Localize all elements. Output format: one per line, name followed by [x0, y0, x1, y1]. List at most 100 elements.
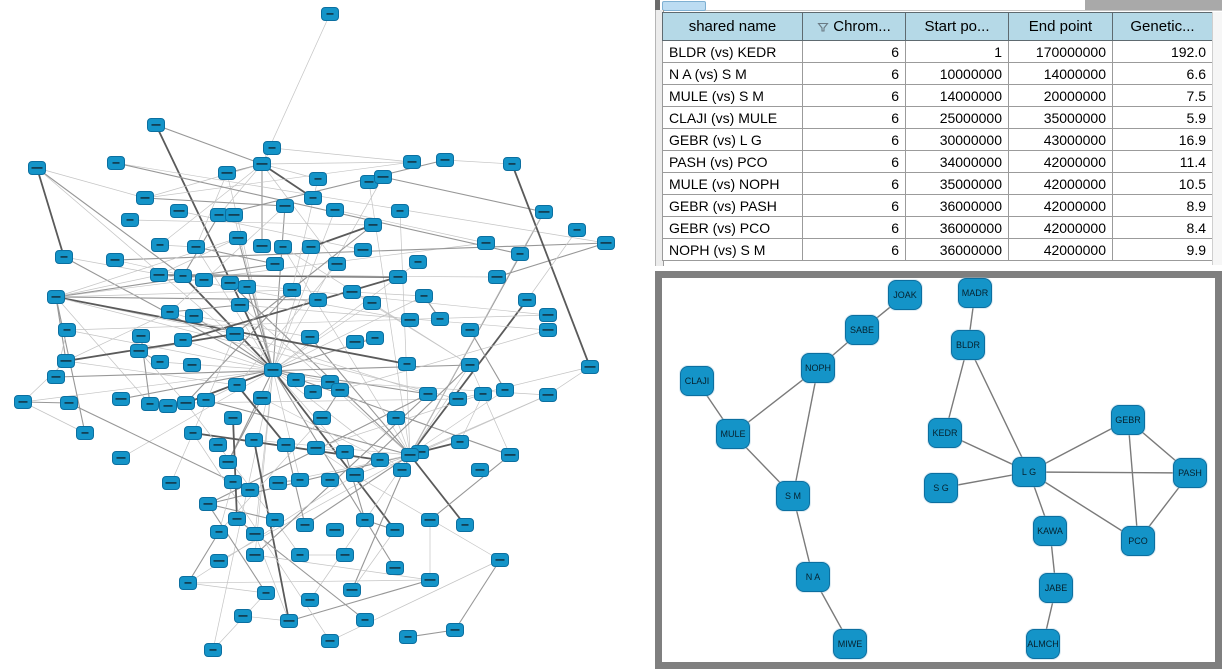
cell-shared-name[interactable]: GEBR (vs) PASH	[662, 194, 803, 217]
table-cell[interactable]: 6	[802, 194, 906, 217]
table-cell[interactable]: 6	[802, 172, 906, 195]
table-cell[interactable]: 8.4	[1112, 216, 1213, 239]
table-cell[interactable]: 6	[802, 84, 906, 107]
table-row[interactable]: PASH (vs) PCO 6 34000000 42000000 11.4	[662, 150, 1213, 173]
network-node-madr[interactable]: MADR	[958, 278, 992, 308]
table-cell[interactable]: 42000000	[1008, 172, 1113, 195]
table-cell[interactable]: 9.9	[1112, 238, 1213, 261]
table-cell[interactable]: 36000000	[905, 194, 1009, 217]
table-cell[interactable]: 35000000	[1008, 106, 1113, 129]
network-node-kedr[interactable]: KEDR	[928, 418, 962, 448]
network-node-bldr[interactable]: BLDR	[951, 330, 985, 360]
table-row[interactable]: MULE (vs) NOPH 6 35000000 42000000 10.5	[662, 172, 1213, 195]
column-header-chromosome[interactable]: Chrom...	[802, 12, 906, 41]
table-cell[interactable]: 1	[905, 40, 1009, 63]
table-row[interactable]: GEBR (vs) L G 6 30000000 43000000 16.9	[662, 128, 1213, 151]
table-cell[interactable]: 25000000	[905, 106, 1009, 129]
column-header-end-point[interactable]: End point	[1008, 12, 1113, 41]
table-cell[interactable]: 11.4	[1112, 150, 1213, 173]
table-cell[interactable]: 14000000	[905, 84, 1009, 107]
column-header-shared-name[interactable]: shared name	[662, 12, 803, 41]
vertical-scrollbar-track[interactable]	[1212, 12, 1222, 265]
column-header-genetic[interactable]: Genetic...	[1112, 12, 1213, 41]
network-node-s-g[interactable]: S G	[924, 473, 958, 503]
table-cell[interactable]: 20000000	[1008, 84, 1113, 107]
table-cell[interactable]: 14000000	[1008, 62, 1113, 85]
cell-shared-name[interactable]: CLAJI (vs) MULE	[662, 106, 803, 129]
overview-network-canvas[interactable]	[0, 0, 652, 669]
table-cell[interactable]: 7.5	[1112, 84, 1213, 107]
table-row[interactable]: N A (vs) S M 6 10000000 14000000 6.6	[662, 62, 1213, 85]
cell-shared-name[interactable]: PASH (vs) PCO	[662, 150, 803, 173]
table-cell[interactable]: 6	[802, 40, 906, 63]
table-cell[interactable]: 16.9	[1112, 128, 1213, 151]
table-cell[interactable]: 6	[802, 150, 906, 173]
cell-shared-name[interactable]: GEBR (vs) L G	[662, 128, 803, 151]
detail-network-canvas[interactable]	[662, 278, 1215, 662]
network-node-noph[interactable]: NOPH	[801, 353, 835, 383]
network-node-pash[interactable]: PASH	[1173, 458, 1207, 488]
cell-shared-name[interactable]: NOPH (vs) S M	[662, 238, 803, 261]
network-node-miwe[interactable]: MIWE	[833, 629, 867, 659]
table-cell[interactable]: 10.5	[1112, 172, 1213, 195]
table-row[interactable]: GEBR (vs) PASH 6 36000000 42000000 8.9	[662, 194, 1213, 217]
network-node-joak[interactable]: JOAK	[888, 280, 922, 310]
network-node-mule[interactable]: MULE	[716, 419, 750, 449]
network-node-n-a[interactable]: N A	[796, 562, 830, 592]
table-cell[interactable]: 6	[802, 128, 906, 151]
network-node-gebr[interactable]: GEBR	[1111, 405, 1145, 435]
table-cell[interactable]: 170000000	[1008, 40, 1113, 63]
table-cell[interactable]: 35000000	[905, 172, 1009, 195]
table-cell[interactable]: 6	[802, 62, 906, 85]
cell-shared-name[interactable]: MULE (vs) S M	[662, 84, 803, 107]
detail-network-panel[interactable]: JOAK MADR SABE BLDR NOPH CLAJI GEBR KEDR MULE L G…	[655, 271, 1222, 669]
filter-funnel-icon[interactable]	[817, 21, 829, 33]
table-row[interactable]: GEBR (vs) PCO 6 36000000 42000000 8.4	[662, 216, 1213, 239]
table-cell[interactable]: 6	[802, 106, 906, 129]
network-node-kawa[interactable]: KAWA	[1033, 516, 1067, 546]
network-node-pco[interactable]: PCO	[1121, 526, 1155, 556]
network-edge[interactable]	[1028, 471, 1139, 542]
network-node-s-m[interactable]: S M	[776, 481, 810, 511]
cell-shared-name[interactable]: MULE (vs) NOPH	[662, 172, 803, 195]
network-edge[interactable]	[1028, 471, 1191, 474]
table-cell[interactable]: 36000000	[905, 238, 1009, 261]
scrollbar-thumb[interactable]	[662, 1, 706, 11]
node-label	[340, 554, 350, 556]
column-header-start-position[interactable]: Start po...	[905, 12, 1009, 41]
table-cell[interactable]: 36000000	[905, 216, 1009, 239]
cell-shared-name[interactable]: N A (vs) S M	[662, 62, 803, 85]
network-edge[interactable]	[1127, 419, 1139, 542]
table-cell[interactable]: 10000000	[905, 62, 1009, 85]
table-cell[interactable]: 42000000	[1008, 150, 1113, 173]
table-cell[interactable]: 34000000	[905, 150, 1009, 173]
node-label	[390, 529, 400, 531]
table-row[interactable]: MULE (vs) S M 6 14000000 20000000 7.5	[662, 84, 1213, 107]
table-cell[interactable]: 43000000	[1008, 128, 1113, 151]
cell-shared-name[interactable]: BLDR (vs) KEDR	[662, 40, 803, 63]
table-cell[interactable]: 42000000	[1008, 238, 1113, 261]
network-edge[interactable]	[792, 367, 819, 497]
cell-shared-name[interactable]: GEBR (vs) PCO	[662, 216, 803, 239]
table-cell[interactable]: 42000000	[1008, 216, 1113, 239]
horizontal-scrollbar[interactable]	[655, 0, 1222, 11]
table-row[interactable]: CLAJI (vs) MULE 6 25000000 35000000 5.9	[662, 106, 1213, 129]
network-node-l-g[interactable]: L G	[1012, 457, 1046, 487]
table-cell[interactable]: 6	[802, 238, 906, 261]
table-cell[interactable]: 5.9	[1112, 106, 1213, 129]
network-node-claji[interactable]: CLAJI	[680, 366, 714, 396]
table-cell[interactable]: 6.6	[1112, 62, 1213, 85]
network-node-jabe[interactable]: JABE	[1039, 573, 1073, 603]
network-node-sabe[interactable]: SABE	[845, 315, 879, 345]
table-cell[interactable]: 8.9	[1112, 194, 1213, 217]
table-row[interactable]: NOPH (vs) S M 6 36000000 42000000 9.9	[662, 238, 1213, 261]
network-edge	[272, 369, 396, 569]
table-row[interactable]: BLDR (vs) KEDR 6 1 170000000 192.0	[662, 40, 1213, 63]
table-cell[interactable]: 192.0	[1112, 40, 1213, 63]
network-node-almch[interactable]: ALMCH	[1026, 629, 1060, 659]
overview-network-panel[interactable]	[0, 0, 652, 669]
table-cell[interactable]: 30000000	[905, 128, 1009, 151]
table-cell[interactable]: 42000000	[1008, 194, 1113, 217]
network-edge[interactable]	[967, 344, 1030, 473]
table-cell[interactable]: 6	[802, 216, 906, 239]
